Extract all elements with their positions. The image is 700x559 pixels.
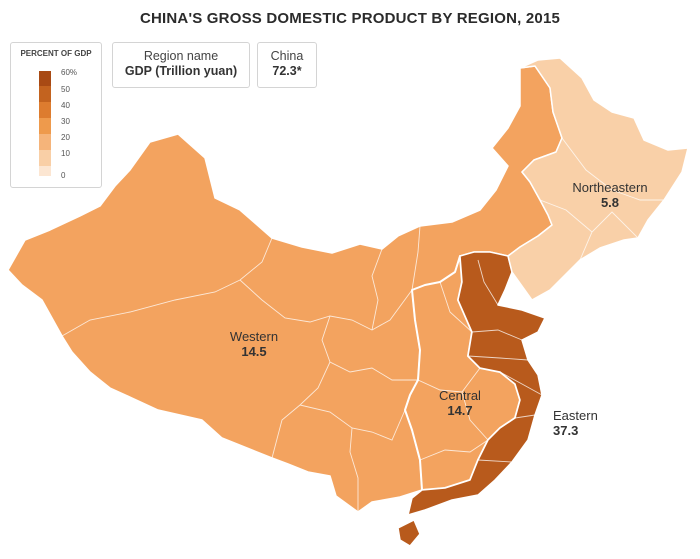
legend-tick-60: 60%	[61, 68, 77, 77]
label-northeastern-value: 5.8	[600, 195, 620, 210]
legend: PERCENT OF GDP 60% 50 40 30 20 10 0	[10, 42, 102, 188]
key-country-box: China 72.3*	[257, 42, 317, 88]
label-northeastern-name: Northeastern	[572, 180, 648, 195]
label-eastern-value: 37.3	[553, 423, 579, 438]
legend-tick-20: 20	[61, 133, 70, 142]
key-country-value: 72.3*	[272, 64, 302, 78]
legend-tick-10: 10	[61, 149, 70, 158]
map-title: CHINA'S GROSS DOMESTIC PRODUCT BY REGION…	[139, 10, 561, 27]
legend-swatch-4	[39, 134, 51, 150]
label-eastern-name: Eastern	[553, 408, 598, 423]
label-western: Western 14.5	[212, 329, 296, 359]
label-central-name: Central	[439, 388, 481, 403]
label-eastern: Eastern 37.3	[553, 408, 613, 438]
region-eastern[interactable]	[397, 251, 546, 547]
legend-tick-40: 40	[61, 101, 70, 110]
label-central: Central 14.7	[422, 388, 498, 418]
legend-swatch-2	[39, 102, 51, 118]
legend-tick-0: 0	[61, 171, 66, 180]
legend-tick-30: 30	[61, 117, 70, 126]
key-country-name: China	[270, 49, 304, 63]
label-central-value: 14.7	[447, 403, 473, 418]
legend-swatch-1	[39, 86, 51, 102]
label-northeastern: Northeastern 5.8	[560, 180, 660, 210]
key-region-name: Region name	[143, 49, 219, 63]
legend-swatch-6	[39, 166, 51, 176]
legend-title: PERCENT OF GDP	[20, 49, 92, 58]
key-gdp-unit: GDP (Trillion yuan)	[124, 64, 238, 78]
key-region-box: Region name GDP (Trillion yuan)	[112, 42, 250, 88]
legend-swatch-5	[39, 150, 51, 166]
province-borders	[61, 137, 664, 512]
legend-tick-50: 50	[61, 85, 70, 94]
legend-swatch-3	[39, 118, 51, 134]
legend-scale: 60% 50 40 30 20 10 0	[39, 68, 77, 180]
label-western-name: Western	[229, 329, 279, 344]
legend-swatch-0	[39, 71, 51, 86]
label-western-value: 14.5	[241, 344, 267, 359]
